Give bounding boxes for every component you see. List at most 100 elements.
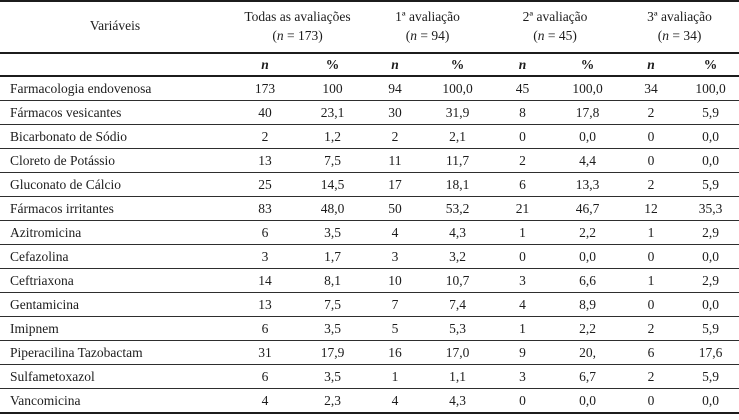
group-sample-size: (n = 34) (657, 27, 702, 43)
row-label: Imipnem (0, 316, 230, 341)
cell-pct: 6,7 (555, 364, 621, 389)
cell-pct: 3,5 (300, 364, 366, 389)
cell-n: 7 (365, 292, 426, 317)
group-header-4: 3ª avaliação (n = 34) (620, 1, 739, 54)
cell-pct: 3,5 (300, 220, 366, 245)
cell-pct: 23,1 (300, 100, 366, 125)
cell-pct: 5,9 (682, 172, 739, 197)
cell-n: 83 (230, 196, 300, 221)
subheader-pct-3: % (555, 53, 621, 77)
cell-n: 50 (365, 196, 426, 221)
cell-n: 1 (490, 316, 556, 341)
table-body: Farmacologia endovenosa 173 100 94 100,0 45 10… (0, 76, 739, 414)
cell-pct: 1,7 (300, 244, 366, 269)
cell-n: 94 (365, 76, 426, 101)
empty-corner-cell (0, 53, 230, 77)
table-header: Variáveis Todas as avaliações (n = 173) 1ª… (0, 1, 739, 77)
subheader-pct-1: % (300, 53, 366, 77)
row-label: Vancomicina (0, 388, 230, 414)
subheader-n-4: n (620, 53, 683, 77)
group-sample-size: (n = 94) (405, 27, 450, 43)
cell-pct: 14,5 (300, 172, 366, 197)
group-header-3: 2ª avaliação (n = 45) (490, 1, 621, 54)
table-row: Farmacologia endovenosa 173 100 94 100,0 45 10… (0, 76, 739, 101)
cell-pct: 1,1 (425, 364, 491, 389)
cell-n: 6 (620, 340, 683, 365)
row-label: Fármacos vesicantes (0, 100, 230, 125)
cell-n: 1 (365, 364, 426, 389)
cell-n: 34 (620, 76, 683, 101)
cell-n: 21 (490, 196, 556, 221)
group-header-1: Todas as avaliações (n = 173) (230, 1, 366, 54)
cell-n: 3 (230, 244, 300, 269)
cell-n: 0 (490, 244, 556, 269)
cell-pct: 20, (555, 340, 621, 365)
cell-pct: 2,3 (300, 388, 366, 414)
table-row: Fármacos vesicantes 40 23,1 30 31,9 8 17,8 2 5,9 (0, 100, 739, 125)
cell-n: 4 (365, 220, 426, 245)
table-row: Imipnem 6 3,5 5 5,3 1 2,2 2 5,9 (0, 316, 739, 341)
cell-pct: 0,0 (555, 244, 621, 269)
cell-n: 4 (365, 388, 426, 414)
variables-header: Variáveis (0, 1, 230, 54)
cell-pct: 2,9 (682, 268, 739, 293)
table-row: Azitromicina 6 3,5 4 4,3 1 2,2 1 2,9 (0, 220, 739, 245)
row-label: Piperacilina Tazobactam (0, 340, 230, 365)
cell-n: 13 (230, 148, 300, 173)
cell-n: 3 (490, 364, 556, 389)
table-row: Ceftriaxona 14 8,1 10 10,7 3 6,6 1 2,9 (0, 268, 739, 293)
cell-n: 5 (365, 316, 426, 341)
cell-pct: 4,4 (555, 148, 621, 173)
row-label: Sulfametoxazol (0, 364, 230, 389)
group-header-row: Variáveis Todas as avaliações (n = 173) 1ª… (0, 1, 739, 54)
cell-pct: 4,3 (425, 388, 491, 414)
cell-n: 2 (230, 124, 300, 149)
cell-n: 6 (490, 172, 556, 197)
cell-pct: 0,0 (682, 148, 739, 173)
table-row: Piperacilina Tazobactam 31 17,9 16 17,0 9 20, 6… (0, 340, 739, 365)
group-title: 2ª avaliação (522, 9, 588, 25)
n-symbol: n (410, 27, 417, 43)
cell-pct: 5,9 (682, 364, 739, 389)
cell-pct: 17,0 (425, 340, 491, 365)
group-title: 1ª avaliação (395, 9, 460, 25)
cell-n: 2 (490, 148, 556, 173)
n-symbol: n (276, 27, 284, 43)
table-row: Fármacos irritantes 83 48,0 50 53,2 21 46,7 12 3… (0, 196, 739, 221)
cell-pct: 48,0 (300, 196, 366, 221)
cell-n: 17 (365, 172, 426, 197)
cell-n: 0 (490, 388, 556, 414)
subheader-n-3: n (490, 53, 556, 77)
cell-n: 0 (620, 388, 683, 414)
cell-pct: 100,0 (555, 76, 621, 101)
cell-n: 10 (365, 268, 426, 293)
row-label: Gentamicina (0, 292, 230, 317)
cell-n: 16 (365, 340, 426, 365)
cell-pct: 0,0 (555, 124, 621, 149)
cell-n: 3 (490, 268, 556, 293)
cell-pct: 4,3 (425, 220, 491, 245)
cell-pct: 18,1 (425, 172, 491, 197)
table-row: Vancomicina 4 2,3 4 4,3 0 0,0 0 0,0 (0, 388, 739, 414)
cell-pct: 17,8 (555, 100, 621, 125)
cell-n: 31 (230, 340, 300, 365)
cell-n: 1 (490, 220, 556, 245)
cell-pct: 2,2 (555, 220, 621, 245)
table-row: Sulfametoxazol 6 3,5 1 1,1 3 6,7 2 5,9 (0, 364, 739, 389)
cell-n: 0 (620, 244, 683, 269)
subheader-pct-4: % (682, 53, 739, 77)
group-header-2: 1ª avaliação (n = 94) (365, 1, 491, 54)
subheader-n-2: n (365, 53, 426, 77)
row-label: Cloreto de Potássio (0, 148, 230, 173)
cell-n: 30 (365, 100, 426, 125)
cell-n: 0 (620, 124, 683, 149)
table-row: Cloreto de Potássio 13 7,5 11 11,7 2 4,4 0 0,0 (0, 148, 739, 173)
cell-pct: 11,7 (425, 148, 491, 173)
cell-n: 2 (365, 124, 426, 149)
cell-n: 1 (620, 220, 683, 245)
cell-pct: 5,3 (425, 316, 491, 341)
cell-n: 11 (365, 148, 426, 173)
n-symbol: n (537, 27, 545, 43)
cell-pct: 0,0 (682, 292, 739, 317)
